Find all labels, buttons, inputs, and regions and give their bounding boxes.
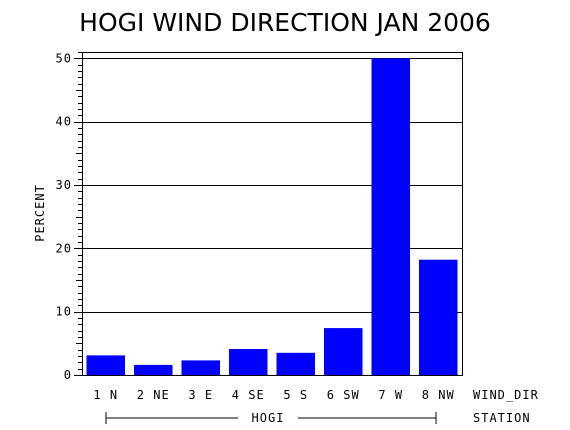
y-tick-label: 20 — [56, 241, 72, 255]
bar — [371, 58, 410, 376]
x-tick-label: 1 N — [93, 388, 118, 402]
y-tick-label: 40 — [56, 115, 72, 129]
chart-title: HOGI WIND DIRECTION JAN 2006 — [79, 8, 491, 37]
y-tick-label: 10 — [56, 305, 72, 319]
y-tick-label: 30 — [56, 178, 72, 192]
bars — [86, 58, 458, 376]
bar — [276, 352, 315, 375]
x-tick-label: 7 W — [378, 388, 403, 402]
x-tick-label: 8 NW — [422, 388, 455, 402]
bar — [229, 349, 268, 375]
x-tick-label: 2 NE — [137, 388, 170, 402]
plot-frame — [82, 52, 463, 376]
plot-border — [82, 52, 463, 376]
y-tick-label: 50 — [56, 51, 72, 65]
station-axis-label: STATION — [473, 411, 531, 425]
y-axis-ticks: 0 10 20 30 40 50 — [56, 51, 82, 382]
x-tick-label: 4 SE — [232, 388, 265, 402]
bar — [419, 259, 458, 375]
y-tick-label: 0 — [64, 368, 72, 382]
x-tick-label: 3 E — [188, 388, 213, 402]
bar — [134, 364, 173, 375]
station-group-bracket: HOGI — [105, 411, 437, 425]
x-axis-label: WIND_DIR — [473, 388, 539, 402]
x-axis-ticks: 1 N 2 NE 3 E 4 SE 5 S 6 SW 7 W 8 NW — [93, 388, 455, 402]
bar — [324, 328, 363, 375]
x-tick-label: 5 S — [283, 388, 308, 402]
station-group-label: HOGI — [252, 411, 285, 425]
y-axis-label: PERCENT — [33, 184, 47, 242]
x-tick-label: 6 SW — [327, 388, 360, 402]
bar — [86, 355, 125, 375]
bar — [181, 360, 220, 375]
